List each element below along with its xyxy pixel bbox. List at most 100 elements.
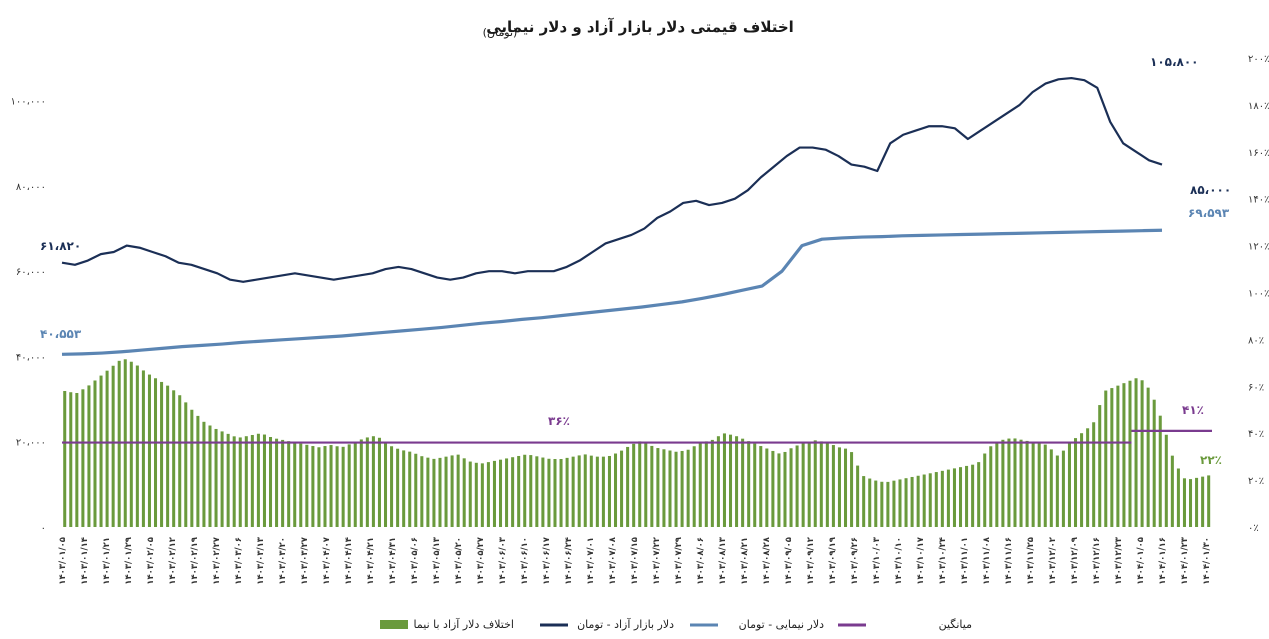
x-tick-label: ۱۴۰۳/۰۲/۱۲ [168, 536, 178, 585]
spread-bar [511, 457, 515, 527]
spread-bar [438, 457, 442, 527]
x-tick: ۱۴۰۳/۰۹/۲۶ [850, 537, 860, 585]
spread-bar [486, 462, 490, 527]
spread-bar [819, 441, 823, 527]
spread-bar [523, 454, 527, 527]
x-tick: ۱۴۰۳/۰۶/۲۴ [564, 537, 574, 585]
spread-bar [371, 436, 375, 527]
x-tick: ۱۴۰۳/۱۲/۰۹ [1070, 536, 1080, 585]
x-tick-label: ۱۴۰۳/۰۸/۲۱ [740, 537, 750, 585]
spread-bar [335, 446, 339, 527]
x-tick-label: ۱۴۰۳/۰۹/۱۲ [806, 536, 816, 585]
x-tick: ۱۴۰۳/۰۴/۱۴ [344, 537, 354, 585]
spread-bar [783, 451, 787, 527]
x-tick-label: ۱۴۰۳/۰۴/۰۷ [322, 536, 332, 585]
spread-bar [190, 409, 194, 527]
x-tick-label: ۱۴۰۳/۰۹/۱۹ [828, 536, 838, 585]
spread-bar [656, 448, 660, 527]
spread-bar [311, 446, 315, 527]
x-tick-label: ۱۴۰۳/۱۲/۲۳ [1114, 536, 1124, 585]
y-left-tick-label: ۰ [41, 523, 46, 534]
spread-bar [892, 480, 896, 527]
spread-bar [934, 472, 938, 527]
x-tick-label: ۱۴۰۳/۰۳/۱۳ [256, 536, 266, 585]
spread-bar [353, 441, 357, 527]
spread-bar [1007, 438, 1011, 527]
x-tick-label: ۱۴۰۳/۰۸/۰۶ [696, 537, 706, 585]
spread-bar [99, 375, 103, 527]
spread-bar [753, 443, 757, 527]
x-tick-label: ۱۴۰۳/۰۳/۲۷ [300, 536, 310, 585]
spread-bar [365, 437, 369, 527]
spread-bar [862, 476, 866, 527]
spread-bar [850, 452, 854, 527]
spread-bar [704, 441, 708, 527]
spread-bar [1170, 455, 1174, 527]
x-tick: ۱۴۰۳/۰۶/۱۰ [520, 537, 530, 585]
x-tick-label: ۱۴۰۳/۱۰/۰۳ [872, 536, 882, 585]
x-tick: ۱۴۰۳/۰۲/۲۷ [212, 536, 222, 585]
spread-bar [1098, 405, 1102, 527]
spread-bar [480, 463, 484, 527]
x-tick-label: ۱۴۰۳/۰۲/۲۷ [212, 536, 222, 585]
spread-bar [1001, 439, 1005, 527]
spread-bar [141, 370, 145, 527]
spread-bar [1176, 468, 1180, 527]
spread-bar [1061, 450, 1065, 527]
spread-bar [801, 443, 805, 527]
x-tick: ۱۴۰۳/۰۲/۱۲ [168, 536, 178, 585]
x-tick-label: ۱۴۰۳/۱۲/۰۹ [1070, 536, 1080, 585]
spread-bar [1164, 434, 1168, 527]
spread-bar [644, 442, 648, 527]
x-tick-label: ۱۴۰۳/۱۱/۰۱ [960, 537, 970, 585]
y-right-tick-label: ۱۸۰٪ [1248, 101, 1269, 112]
x-tick: ۱۴۰۳/۱۱/۰۸ [982, 536, 992, 585]
spread-bar [1110, 388, 1114, 527]
x-tick: ۱۴۰۴/۰۱/۲۳ [1180, 536, 1190, 585]
spread-bar [692, 446, 696, 527]
spread-bar [1049, 449, 1053, 527]
spread-bar [1037, 443, 1041, 527]
x-tick: ۱۴۰۳/۰۳/۱۳ [256, 536, 266, 585]
spread-bar [1122, 383, 1126, 527]
spread-bar [995, 442, 999, 527]
x-tick: ۱۴۰۳/۰۵/۱۳ [432, 536, 442, 585]
x-tick: ۱۴۰۳/۰۴/۰۷ [322, 536, 332, 585]
x-tick-label: ۱۴۰۳/۰۱/۲۱ [102, 537, 112, 585]
x-tick-label: ۱۴۰۳/۱۱/۲۵ [1026, 537, 1036, 585]
x-tick-label: ۱۴۰۳/۰۷/۲۹ [674, 536, 684, 585]
spread-bar [571, 456, 575, 527]
spread-bar [916, 475, 920, 527]
average-label: ۳۶٪ [548, 414, 570, 428]
spread-bar [505, 458, 509, 527]
y-axis-right: ۰٪ ۲۰٪ ۴۰٪ ۶۰٪ ۸۰٪ ۱۰۰٪ ۱۲۰٪ ۱۴۰٪ ۱۶۰٪ ۱۸۰٪ ۲۰۰٪ [1248, 54, 1269, 534]
spread-bar [1074, 438, 1078, 527]
x-tick-label: ۱۴۰۳/۰۳/۲۰ [278, 537, 288, 585]
x-tick-label: ۱۴۰۴/۰۱/۱۶ [1158, 537, 1168, 585]
spread-bar [674, 451, 678, 527]
x-tick: ۱۴۰۴/۰۱/۰۵ [1136, 537, 1146, 585]
spread-bar [1025, 440, 1029, 527]
x-tick: ۱۴۰۳/۱۱/۲۵ [1026, 537, 1036, 585]
spread-bar [638, 441, 642, 527]
nima-end-label: ۶۹،۵۹۳ [1188, 206, 1230, 220]
x-tick: ۱۴۰۴/۰۱/۳۰ [1202, 537, 1212, 585]
spread-bar [541, 457, 545, 527]
spread-bar [262, 434, 266, 527]
x-tick-label: ۱۴۰۳/۰۲/۰۵ [146, 537, 156, 585]
x-tick: ۱۴۰۳/۰۷/۰۸ [608, 536, 618, 585]
spread-bar [759, 446, 763, 527]
x-tick-label: ۱۴۰۳/۰۵/۰۶ [410, 537, 420, 585]
x-tick-label: ۱۴۰۳/۰۱/۱۴ [80, 537, 90, 585]
x-tick: ۱۴۰۳/۰۸/۲۸ [762, 536, 772, 585]
spread-bar [716, 436, 720, 527]
x-tick: ۱۴۰۳/۰۸/۲۱ [740, 537, 750, 585]
spread-bar [347, 444, 351, 527]
x-tick: ۱۴۰۳/۱۱/۰۱ [960, 537, 970, 585]
spread-bar [396, 448, 400, 527]
spread-bar [329, 445, 333, 527]
spread-bar [1031, 442, 1035, 527]
x-tick: ۱۴۰۳/۰۷/۲۲ [652, 536, 662, 585]
x-tick: ۱۴۰۳/۰۲/۱۹ [190, 536, 200, 585]
spread-bar [844, 448, 848, 527]
